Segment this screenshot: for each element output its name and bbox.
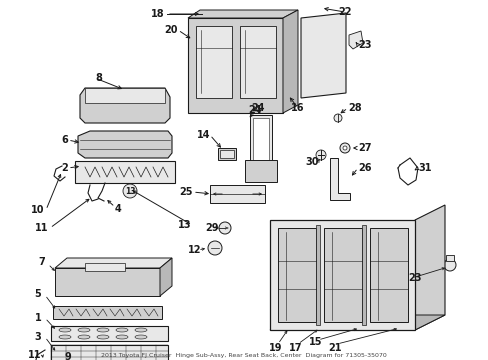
Text: 18: 18 xyxy=(151,9,164,19)
Text: 15: 15 xyxy=(308,337,322,347)
Ellipse shape xyxy=(78,328,90,332)
Polygon shape xyxy=(55,258,172,268)
Text: 23: 23 xyxy=(357,40,371,50)
Text: 4: 4 xyxy=(114,204,121,214)
Text: 21: 21 xyxy=(327,343,341,353)
Polygon shape xyxy=(283,10,297,113)
Polygon shape xyxy=(55,268,160,296)
Text: 1: 1 xyxy=(35,313,41,323)
Ellipse shape xyxy=(59,328,71,332)
Circle shape xyxy=(339,321,346,327)
Circle shape xyxy=(342,146,346,150)
Ellipse shape xyxy=(116,335,128,339)
Polygon shape xyxy=(348,31,362,49)
Ellipse shape xyxy=(59,335,71,339)
Text: 22: 22 xyxy=(338,7,351,17)
Text: 24: 24 xyxy=(248,105,261,115)
Text: 2: 2 xyxy=(61,163,68,173)
Circle shape xyxy=(317,53,327,63)
Text: 8: 8 xyxy=(95,73,102,83)
Circle shape xyxy=(207,241,222,255)
Circle shape xyxy=(317,26,327,36)
FancyBboxPatch shape xyxy=(278,228,315,322)
FancyBboxPatch shape xyxy=(85,263,125,271)
Ellipse shape xyxy=(97,328,109,332)
FancyBboxPatch shape xyxy=(218,148,236,160)
Circle shape xyxy=(315,150,325,160)
Text: 20: 20 xyxy=(164,25,178,35)
FancyBboxPatch shape xyxy=(369,228,407,322)
Circle shape xyxy=(219,222,230,234)
Polygon shape xyxy=(80,88,170,123)
Polygon shape xyxy=(187,10,297,18)
Text: 6: 6 xyxy=(61,135,68,145)
Text: 11: 11 xyxy=(28,350,41,360)
Text: 5: 5 xyxy=(35,289,41,299)
Text: 13: 13 xyxy=(178,220,191,230)
Ellipse shape xyxy=(135,328,147,332)
FancyBboxPatch shape xyxy=(51,345,168,360)
Ellipse shape xyxy=(78,335,90,339)
FancyBboxPatch shape xyxy=(244,160,276,182)
Text: 29: 29 xyxy=(205,223,218,233)
FancyBboxPatch shape xyxy=(445,255,453,261)
Text: 24: 24 xyxy=(251,103,264,113)
Circle shape xyxy=(123,184,137,198)
Circle shape xyxy=(251,191,258,197)
Text: 14: 14 xyxy=(196,130,209,140)
Text: 23: 23 xyxy=(407,273,421,283)
FancyBboxPatch shape xyxy=(269,220,414,330)
Text: 25: 25 xyxy=(179,187,193,197)
FancyBboxPatch shape xyxy=(75,161,175,183)
Text: 28: 28 xyxy=(347,103,361,113)
FancyBboxPatch shape xyxy=(220,150,234,158)
Text: 13: 13 xyxy=(124,186,135,195)
Polygon shape xyxy=(78,131,172,158)
Circle shape xyxy=(231,191,238,197)
FancyBboxPatch shape xyxy=(361,225,365,325)
Text: 17: 17 xyxy=(289,343,302,353)
Ellipse shape xyxy=(116,328,128,332)
Text: 11: 11 xyxy=(35,223,49,233)
Circle shape xyxy=(215,191,221,197)
Polygon shape xyxy=(301,13,346,98)
Polygon shape xyxy=(85,88,164,103)
Text: 19: 19 xyxy=(269,343,282,353)
Polygon shape xyxy=(269,315,444,330)
Polygon shape xyxy=(329,158,349,200)
Polygon shape xyxy=(53,306,162,319)
Polygon shape xyxy=(414,205,444,330)
Ellipse shape xyxy=(135,335,147,339)
FancyBboxPatch shape xyxy=(240,26,275,98)
Text: 30: 30 xyxy=(305,157,318,167)
Circle shape xyxy=(385,321,391,327)
Circle shape xyxy=(339,143,349,153)
Text: 9: 9 xyxy=(64,352,71,360)
Circle shape xyxy=(443,259,455,271)
Circle shape xyxy=(293,321,299,327)
Polygon shape xyxy=(51,326,168,341)
Text: 31: 31 xyxy=(417,163,430,173)
Text: 7: 7 xyxy=(39,257,45,267)
FancyBboxPatch shape xyxy=(209,185,264,203)
Text: 27: 27 xyxy=(357,143,371,153)
FancyBboxPatch shape xyxy=(196,26,231,98)
FancyBboxPatch shape xyxy=(187,18,283,113)
FancyBboxPatch shape xyxy=(315,225,319,325)
Circle shape xyxy=(317,73,327,83)
FancyBboxPatch shape xyxy=(324,228,361,322)
FancyBboxPatch shape xyxy=(249,115,271,180)
Text: 3: 3 xyxy=(35,332,41,342)
Text: 2013 Toyota FJ Cruiser  Hinge Sub-Assy, Rear Seat Back, Center  Diagram for 7130: 2013 Toyota FJ Cruiser Hinge Sub-Assy, R… xyxy=(101,353,386,358)
Text: 26: 26 xyxy=(357,163,371,173)
Polygon shape xyxy=(160,258,172,296)
Ellipse shape xyxy=(97,335,109,339)
Circle shape xyxy=(333,114,341,122)
FancyBboxPatch shape xyxy=(252,118,268,177)
Text: 10: 10 xyxy=(31,205,45,215)
Text: 16: 16 xyxy=(291,103,304,113)
Text: 12: 12 xyxy=(188,245,202,255)
